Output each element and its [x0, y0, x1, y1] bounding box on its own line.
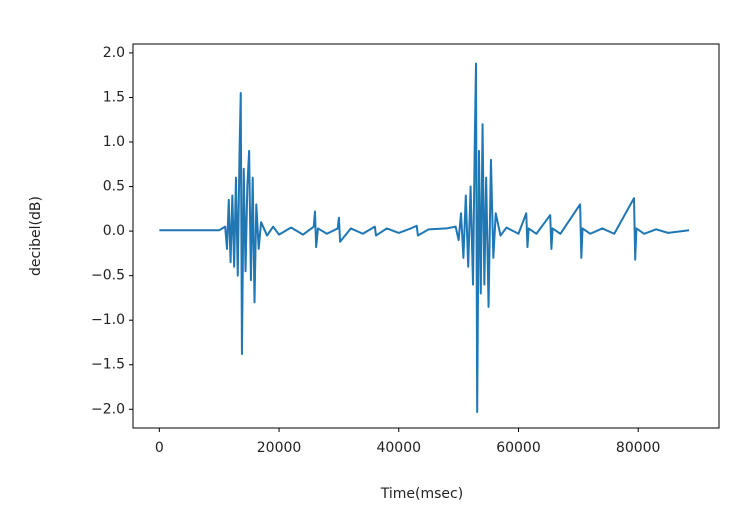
- x-tick-label: 80000: [616, 440, 661, 456]
- y-tick-label: 0.0: [103, 223, 125, 239]
- y-tick-label: −0.5: [91, 268, 125, 284]
- waveform-line: [159, 62, 690, 413]
- y-tick-label: −2.0: [91, 401, 125, 417]
- x-tick-label: 60000: [496, 440, 541, 456]
- y-tick-label: 1.5: [103, 89, 125, 105]
- y-tick-label: 2.0: [103, 45, 125, 61]
- x-tick-label: 0: [155, 440, 164, 456]
- x-tick-label: 20000: [257, 440, 302, 456]
- y-tick-label: −1.0: [91, 312, 125, 328]
- x-tick-label: 40000: [376, 440, 421, 456]
- y-tick-label: 1.0: [103, 134, 125, 150]
- y-tick-label: 0.5: [103, 179, 125, 195]
- y-tick-label: −1.5: [91, 357, 125, 373]
- x-axis-label: Time(msec): [380, 486, 463, 502]
- plot-frame: [132, 43, 720, 429]
- y-axis-label: decibel(dB): [28, 196, 44, 276]
